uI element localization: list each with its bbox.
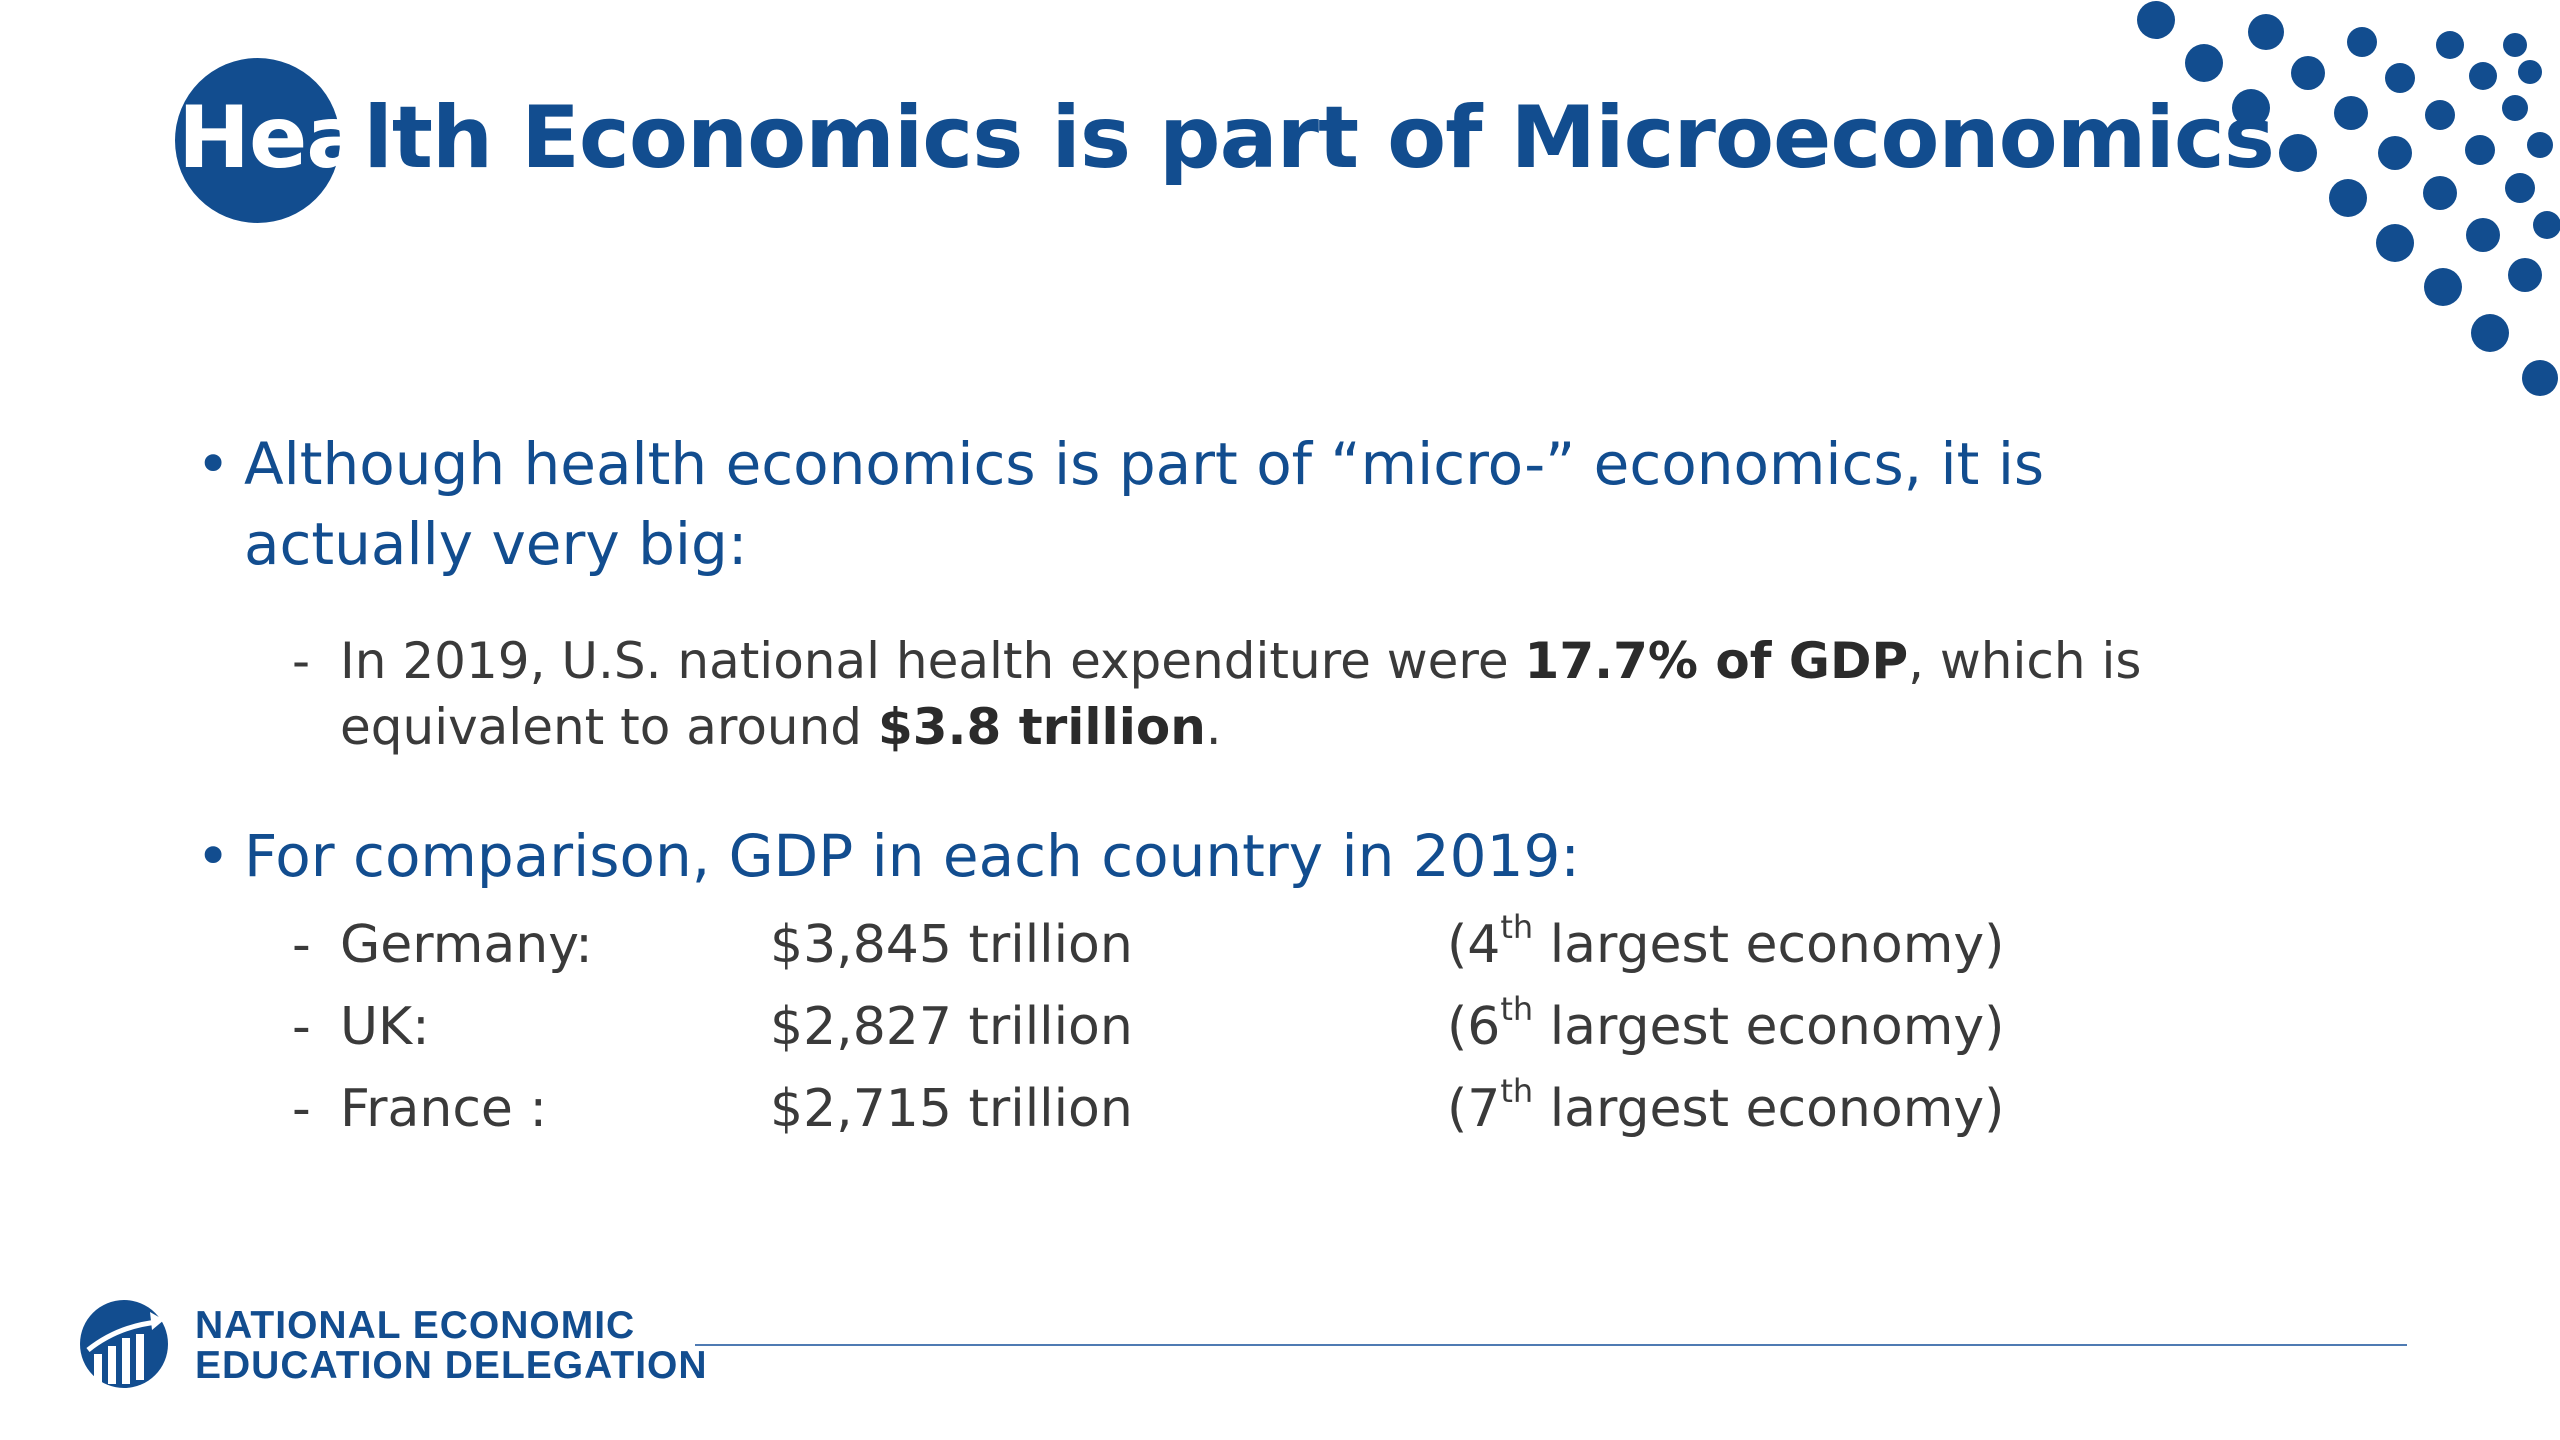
sub-bullet-text: In 2019, U.S. national health expenditur…: [292, 628, 2242, 760]
gdp-row-germany: - Germany: $3,845 trillion (4th largest …: [292, 905, 2004, 985]
rank-suffix: th: [1500, 1072, 1534, 1110]
bar-chart-globe-icon: [80, 1300, 168, 1388]
sub-bullet-us-expenditure: - In 2019, U.S. national health expendit…: [292, 628, 2242, 760]
row-marker: -: [292, 997, 311, 1057]
org-name-line2: EDUCATION DELEGATION: [195, 1344, 708, 1387]
decorative-dot-pattern: [2137, 1, 2560, 396]
highlight-gdp-share: 17.7% of GDP: [1524, 632, 1909, 690]
gdp-value: $2,827 trillion: [770, 997, 1133, 1057]
rank-suffix: th: [1500, 908, 1534, 946]
highlight-total-spend: $3.8 trillion: [877, 698, 1206, 756]
bullet-health-size: • Although health economics is part of “…: [196, 424, 2216, 584]
country-name: UK:: [340, 997, 430, 1057]
bullet-text: Although health economics is part of “mi…: [244, 430, 2045, 578]
gdp-row-uk: - UK: $2,827 trillion (6th largest econo…: [292, 987, 2004, 1067]
sub-bullet-marker: -: [292, 632, 311, 690]
country-name: Germany:: [340, 915, 593, 975]
economy-rank: (7th largest economy): [1447, 1069, 2004, 1149]
bullet-text: For comparison, GDP in each country in 2…: [244, 822, 1580, 890]
gdp-value: $3,845 trillion: [770, 915, 1133, 975]
bullet-marker: •: [196, 430, 231, 498]
text-run: In 2019, U.S. national health expenditur…: [340, 632, 1525, 690]
row-marker: -: [292, 915, 311, 975]
organization-name: NATIONAL ECONOMIC EDUCATION DELEGATION: [195, 1306, 708, 1386]
gdp-value: $2,715 trillion: [770, 1079, 1133, 1139]
rank-number: (6: [1447, 997, 1501, 1057]
gdp-row-france: - France : $2,715 trillion (7th largest …: [292, 1069, 2004, 1149]
bullet-gdp-comparison: • For comparison, GDP in each country in…: [196, 816, 2216, 896]
economy-rank: (6th largest economy): [1447, 987, 2004, 1067]
rank-number: (4: [1447, 915, 1501, 975]
rank-suffix: th: [1500, 990, 1534, 1028]
text-run: , which is equivalent to around: [340, 632, 2142, 756]
slide-title-rest: lth Economics is part of Microeconomics: [363, 88, 2275, 188]
bullet-marker: •: [196, 822, 231, 890]
rank-number: (7: [1447, 1079, 1501, 1139]
org-name-line1: NATIONAL ECONOMIC: [195, 1304, 636, 1347]
rank-label: largest economy): [1533, 997, 2005, 1057]
row-marker: -: [292, 1079, 311, 1139]
economy-rank: (4th largest economy): [1447, 905, 2004, 985]
slide-title: Health Economics is part of Microeconomi…: [178, 78, 2275, 198]
text-run: .: [1205, 698, 1222, 756]
rank-label: largest economy): [1533, 915, 2005, 975]
rank-label: largest economy): [1533, 1079, 2005, 1139]
slide-title-highlight: Hea: [178, 88, 364, 188]
country-name: France :: [340, 1079, 547, 1139]
footer-divider: [695, 1344, 2407, 1346]
title-circle-accent: [175, 58, 340, 223]
